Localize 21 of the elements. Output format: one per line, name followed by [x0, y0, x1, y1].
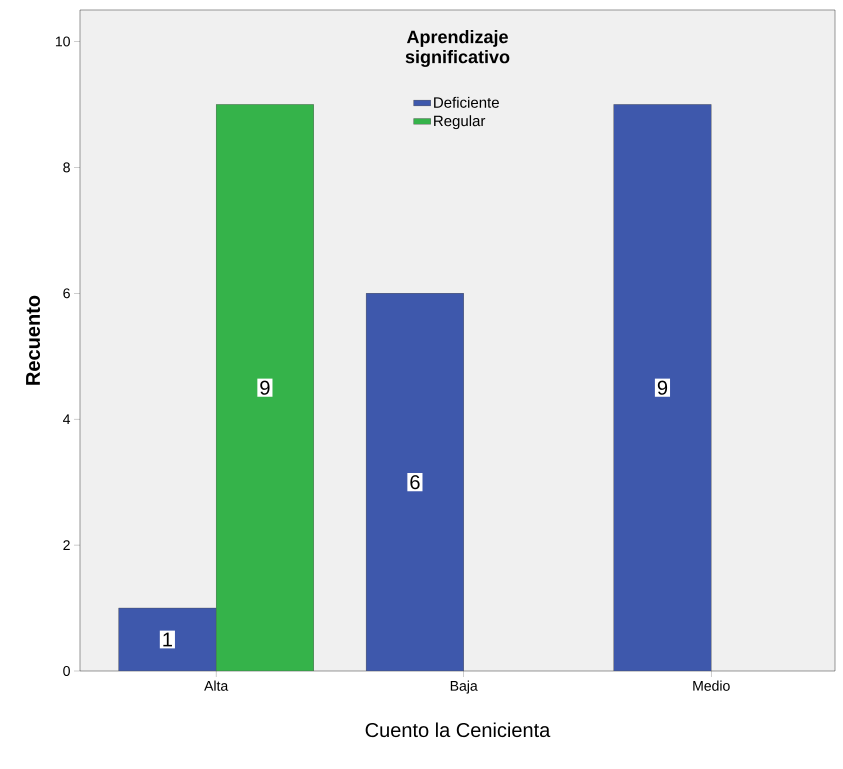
y-tick-label: 6	[63, 288, 70, 298]
x-tick-label: Alta	[204, 680, 228, 691]
y-axis-title: Recuento	[26, 296, 40, 385]
x-tick-label: Baja	[450, 680, 478, 694]
bar	[118, 608, 216, 671]
data-label: 6	[410, 475, 420, 490]
legend-title: Aprendizaje significativo	[406, 30, 510, 67]
y-tick-label: 2	[63, 540, 70, 550]
x-tick-label: Medio	[693, 680, 730, 691]
bar	[366, 293, 464, 671]
y-tick-label: 4	[62, 414, 70, 424]
bar	[614, 104, 712, 671]
legend-label: Regular	[434, 115, 486, 130]
legend-label: Deficiente	[434, 96, 499, 108]
x-axis-title: Cuento la Cenicienta	[366, 722, 550, 738]
data-label: 1	[163, 632, 172, 646]
y-tick-label: 0	[63, 666, 70, 676]
y-tick-label: 10	[56, 36, 70, 46]
data-label: 9	[658, 380, 668, 395]
y-tick-label: 8	[63, 162, 70, 172]
data-label: 9	[260, 380, 270, 395]
